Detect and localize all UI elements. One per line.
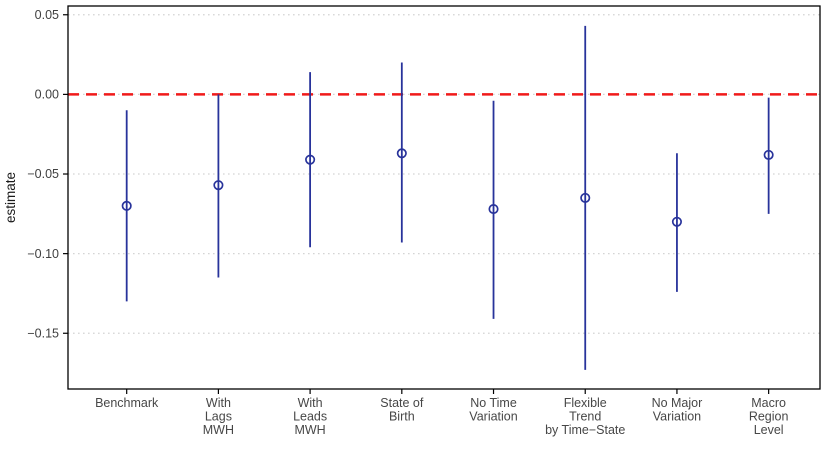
point-estimate-marker — [121, 200, 132, 211]
point-estimate-marker — [580, 192, 591, 203]
x-category-label-line: by Time−State — [545, 423, 625, 437]
point-estimate-marker — [213, 180, 224, 191]
panel-border — [67, 5, 821, 390]
x-category-label-line: State of — [380, 396, 424, 410]
x-category-label: Macro Region Level — [749, 396, 789, 437]
x-category-label-line: Benchmark — [95, 396, 159, 410]
x-category-label: No Major Variation — [652, 396, 703, 424]
x-category-label-line: Variation — [469, 410, 517, 424]
x-category-label: No Time Variation — [469, 396, 517, 424]
x-category-label: Flexible Trend by Time−State — [545, 396, 625, 437]
x-category-label-line: Flexible — [564, 396, 607, 410]
data-series-group — [121, 25, 774, 370]
x-category-label: Benchmark — [95, 396, 159, 410]
y-tick-label: 0.00 — [35, 88, 59, 102]
x-category-label: With Lags MWH — [203, 396, 234, 437]
x-category-label: With Leads MWH — [293, 396, 327, 437]
x-category-label-line: Variation — [653, 410, 701, 424]
x-category-label-line: With — [206, 396, 231, 410]
gridlines-group — [68, 14, 820, 334]
y-tick-label: −0.10 — [27, 247, 59, 261]
point-estimate-marker — [763, 149, 774, 160]
point-estimate-marker — [305, 154, 316, 165]
y-tick-label: −0.15 — [27, 326, 59, 340]
y-axis-title: estimate — [3, 172, 18, 223]
x-category-label-line: Trend — [569, 410, 601, 424]
x-category-label-line: Birth — [389, 410, 415, 424]
x-category-label-line: Macro — [751, 396, 786, 410]
y-tick-label: 0.05 — [35, 8, 59, 22]
x-category-label-line: With — [298, 396, 323, 410]
x-category-label-line: No Major — [652, 396, 703, 410]
point-estimate-marker — [488, 203, 499, 215]
x-category-label-line: MWH — [203, 423, 234, 437]
point-estimate-marker — [396, 148, 407, 159]
x-category-label-line: Region — [749, 410, 789, 424]
x-category-label: State of Birth — [380, 396, 424, 424]
y-tick-label: −0.05 — [27, 167, 59, 181]
x-category-label-line: Leads — [293, 410, 327, 424]
x-category-label-line: No Time — [470, 396, 517, 410]
point-estimate-marker — [671, 216, 682, 227]
x-category-label-line: Level — [754, 423, 784, 437]
x-category-label-line: MWH — [294, 423, 325, 437]
x-category-label-line: Lags — [205, 410, 232, 424]
